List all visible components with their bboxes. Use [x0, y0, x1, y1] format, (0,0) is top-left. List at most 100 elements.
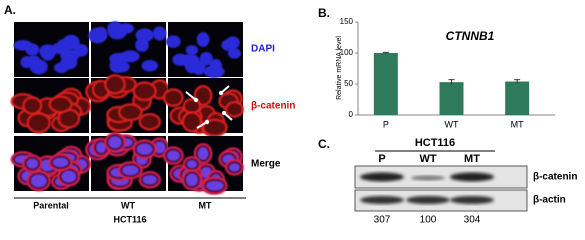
- band: [406, 196, 450, 204]
- quantification: 307: [374, 215, 391, 226]
- cell: [26, 112, 51, 134]
- nucleus: [95, 26, 108, 41]
- bar: [505, 81, 530, 115]
- cell: [132, 81, 157, 102]
- quantification: 100: [420, 215, 437, 226]
- nucleus: [122, 165, 139, 176]
- nucleus: [136, 143, 153, 156]
- band: [450, 196, 494, 204]
- arrow-head: [221, 110, 227, 116]
- nucleus: [227, 48, 241, 59]
- cell: [202, 118, 228, 137]
- y-tick-label: 150: [340, 17, 354, 26]
- band: [360, 172, 404, 182]
- cell: [138, 112, 161, 131]
- nucleus: [206, 180, 224, 191]
- x-tick-label: WT: [445, 119, 459, 129]
- nucleus: [61, 170, 77, 183]
- band-label: β-actin: [533, 195, 566, 206]
- nucleus: [152, 26, 167, 41]
- cell: [104, 74, 126, 95]
- nucleus: [228, 163, 240, 172]
- cell: [48, 95, 73, 114]
- micrograph: [162, 136, 244, 195]
- panel-label: C.: [318, 137, 330, 151]
- nucleus: [197, 147, 209, 160]
- nucleus: [205, 65, 225, 78]
- nucleus: [110, 60, 130, 73]
- y-tick-label: 50: [344, 79, 353, 88]
- nucleus: [60, 55, 78, 70]
- micrograph: [10, 136, 92, 192]
- nucleus: [165, 35, 181, 48]
- panel-label: B.: [318, 6, 330, 20]
- nucleus: [141, 59, 158, 72]
- arrow-head: [204, 119, 210, 125]
- nucleus: [96, 141, 107, 154]
- micrograph: [165, 22, 243, 78]
- y-axis-label: Relative mRNA level: [336, 36, 343, 100]
- nucleus: [26, 158, 39, 169]
- western-blot: [354, 150, 528, 212]
- channel-label: DAPI: [251, 44, 275, 55]
- nucleus: [184, 58, 199, 74]
- micrographs: [10, 21, 244, 195]
- nucleus: [185, 45, 199, 56]
- y-tick-label: 0: [349, 110, 354, 119]
- group-label: HCT116: [113, 214, 146, 224]
- band: [360, 196, 404, 204]
- nucleus: [20, 56, 33, 69]
- micrograph: [162, 78, 244, 137]
- bar: [439, 82, 464, 115]
- band-label: β-catenin: [533, 172, 577, 183]
- x-tick-label: MT: [511, 119, 524, 129]
- group-label: HCT116: [415, 137, 455, 149]
- cell: [224, 101, 244, 118]
- nucleus: [25, 43, 40, 56]
- micrograph: [10, 78, 92, 134]
- lane-label: MT: [464, 153, 480, 165]
- nucleus: [186, 160, 198, 169]
- panel-label: A.: [4, 3, 16, 17]
- micrograph: [88, 21, 167, 77]
- quantification: 304: [464, 215, 481, 226]
- lane-label: WT: [419, 153, 436, 165]
- micrograph: [85, 132, 170, 191]
- figure: A. B. C. HCT116 HCT116 CTNNB1 Relative m…: [4, 3, 577, 226]
- cell: [181, 111, 202, 133]
- channel-label: β-catenin: [251, 101, 295, 112]
- nucleus: [153, 141, 166, 154]
- nucleus: [142, 174, 157, 185]
- cell: [22, 96, 43, 115]
- arrow-head: [193, 97, 199, 103]
- nucleus: [135, 28, 154, 43]
- bar-chart: 0 50 100 150 P WT MT: [340, 17, 555, 129]
- nucleus: [30, 174, 47, 188]
- column-label: MT: [199, 200, 212, 210]
- chart-title: CTNNB1: [446, 29, 495, 43]
- cell: [118, 103, 143, 122]
- nucleus: [107, 21, 123, 36]
- x-tick-label: P: [383, 119, 389, 129]
- nucleus: [121, 50, 140, 63]
- bar: [373, 53, 398, 115]
- nucleus: [166, 150, 180, 161]
- column-label: Parental: [33, 200, 69, 210]
- nucleus: [221, 39, 236, 51]
- y-tick-label: 100: [340, 48, 354, 57]
- nucleus: [51, 42, 70, 55]
- nucleus: [108, 136, 122, 149]
- nucleus: [29, 59, 48, 75]
- cell: [162, 88, 184, 107]
- nucleus: [52, 157, 69, 168]
- micrograph: [85, 74, 170, 133]
- channel-label: Merge: [251, 159, 281, 170]
- nucleus: [199, 51, 213, 66]
- lane-label: P: [378, 153, 385, 165]
- nucleus: [185, 173, 198, 187]
- band: [450, 172, 494, 182]
- cell: [193, 85, 213, 106]
- column-label: WT: [121, 200, 135, 210]
- micrograph: [13, 22, 89, 77]
- arrow-head: [218, 90, 224, 96]
